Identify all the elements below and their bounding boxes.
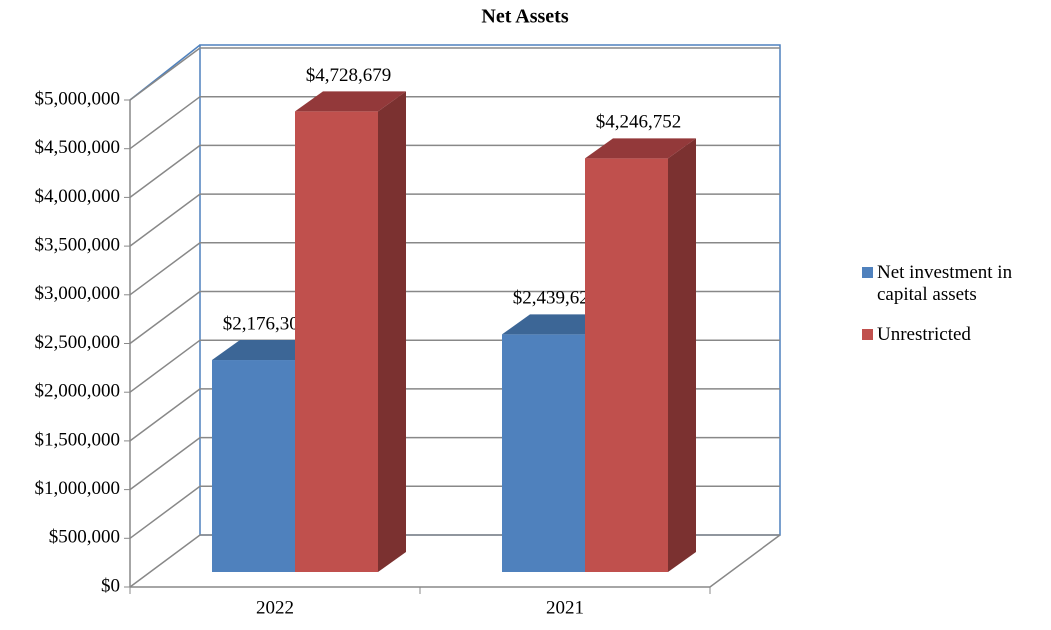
bar-side (668, 138, 696, 573)
y-tick-label: $2,500,000 (35, 332, 121, 353)
data-label: $2,176,308 (223, 313, 309, 334)
y-tick-label: $4,500,000 (35, 137, 121, 158)
y-tick-label: $1,500,000 (35, 429, 121, 450)
y-tick-label: $4,000,000 (35, 186, 121, 207)
data-label: $4,246,752 (596, 112, 682, 133)
x-tick-label: 2021 (546, 597, 584, 618)
legend-item: Net investment in capital assets (862, 262, 1042, 306)
bar-front (212, 360, 295, 572)
legend-swatch (862, 329, 873, 340)
legend: Net investment in capital assets Unrestri… (862, 262, 1042, 364)
y-tick-label: $500,000 (49, 527, 120, 548)
y-tick-label: $0 (101, 575, 120, 596)
y-tick-label: $5,000,000 (35, 88, 121, 109)
grid-line (129, 95, 780, 150)
y-tick-label: $3,000,000 (35, 283, 121, 304)
bar-front (295, 111, 378, 572)
y-tick-label: $2,000,000 (35, 381, 121, 402)
grid-line (129, 144, 780, 199)
data-label: $2,439,620 (513, 288, 599, 309)
legend-label: Net investment in capital assets (877, 262, 1013, 305)
y-tick-label: $3,500,000 (35, 234, 121, 255)
legend-swatch (862, 267, 873, 278)
bar-front (502, 334, 585, 572)
legend-item: Unrestricted (862, 324, 1042, 346)
bar-top (295, 91, 406, 112)
legend-label: Unrestricted (877, 324, 971, 345)
y-tick-label: $1,000,000 (35, 478, 121, 499)
grid-line (129, 47, 780, 101)
chart-title: Net Assets (481, 6, 568, 28)
bar-side (378, 91, 406, 572)
x-tick-label: 2022 (256, 597, 294, 618)
bar-top (585, 138, 696, 159)
bar-front (585, 158, 668, 573)
data-label: $4,728,679 (306, 65, 392, 86)
